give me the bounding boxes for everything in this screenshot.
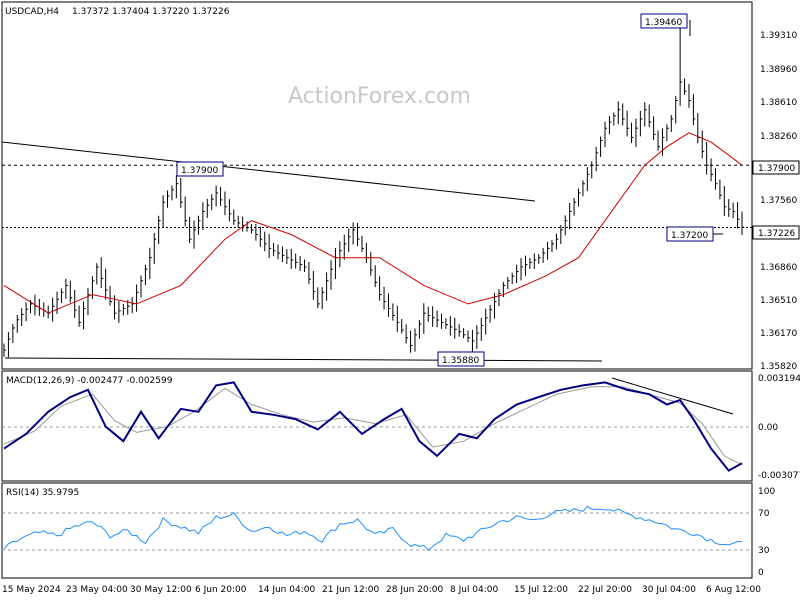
rsi-line xyxy=(3,505,743,551)
price-tick: 1.36860 xyxy=(760,263,797,273)
resist-label-box xyxy=(176,161,224,177)
time-tick: 15 Jul 12:00 xyxy=(514,585,568,595)
rsi-tick: 100 xyxy=(758,487,775,497)
price-tick: 1.38260 xyxy=(760,132,797,142)
current-price-box xyxy=(752,225,800,240)
recent-low-label: 1.37200 xyxy=(671,231,708,241)
price-tick: 1.38610 xyxy=(760,98,797,108)
price-tick: 1.36510 xyxy=(760,296,797,306)
trendlines xyxy=(1,20,752,362)
rsi-tick: 0 xyxy=(758,568,764,578)
macd-line xyxy=(3,381,743,472)
annotations: 1.39460 1.37900 1.37200 1.35880 xyxy=(176,13,714,367)
low-label: 1.35880 xyxy=(442,356,479,366)
price-panel-frame xyxy=(1,1,753,370)
rsi-tick: 30 xyxy=(758,546,770,556)
macd-tick: 0.00 xyxy=(758,423,778,433)
high-label: 1.39460 xyxy=(645,18,682,28)
chart-header-symbol: USDCAD,H4 xyxy=(5,7,59,17)
price-tick: 1.36170 xyxy=(760,329,797,339)
time-tick: 22 Jul 20:00 xyxy=(578,585,632,595)
time-tick: 8 Jul 04:00 xyxy=(450,585,499,595)
chart-header-ohlc: 1.37372 1.37404 1.37220 1.37226 xyxy=(72,7,230,17)
rsi-label: RSI(14) 35.9795 xyxy=(6,488,79,498)
level-label-box xyxy=(752,160,800,175)
macd-label: MACD(12,26,9) -0.002477 -0.002599 xyxy=(6,376,173,386)
rsi-panel-frame xyxy=(1,482,753,579)
macd-trendline xyxy=(611,377,734,415)
price-tick: 1.37560 xyxy=(760,196,797,206)
time-tick: 30 Jul 04:00 xyxy=(642,585,696,595)
price-tick: 1.39310 xyxy=(760,31,797,41)
time-tick: 30 May 12:00 xyxy=(130,585,192,595)
rsi-tick: 70 xyxy=(758,509,770,519)
time-tick: 21 Jun 12:00 xyxy=(322,585,379,595)
time-tick: 14 Jun 04:00 xyxy=(258,585,315,595)
current-price-label: 1.37226 xyxy=(758,229,795,239)
resist-label: 1.37900 xyxy=(181,166,218,176)
macd-tick: 0.003194 xyxy=(758,374,800,384)
macd-panel-frame xyxy=(1,370,753,482)
time-tick: 23 May 04:00 xyxy=(66,585,128,595)
price-tick: 1.38960 xyxy=(760,65,797,75)
price-tick: 1.35820 xyxy=(760,362,797,372)
high-label-box xyxy=(640,13,688,29)
macd-tick: -0.003077 xyxy=(758,471,800,481)
watermark: ActionForex.com xyxy=(288,84,471,109)
time-axis: 15 May 2024 23 May 04:00 30 May 12:00 6 … xyxy=(2,585,761,595)
time-tick: 6 Aug 12:00 xyxy=(706,585,761,595)
moving-average-line xyxy=(3,132,743,314)
recent-low-label-box xyxy=(666,226,714,242)
level-label: 1.37900 xyxy=(758,164,795,174)
descending-trendline xyxy=(1,141,536,202)
support-trendline xyxy=(4,357,603,362)
time-tick: 28 Jun 20:00 xyxy=(386,585,443,595)
time-tick: 15 May 2024 xyxy=(2,585,61,595)
low-label-box xyxy=(437,351,485,367)
time-tick: 6 Jun 20:00 xyxy=(195,585,247,595)
price-axis: 1.39310 1.38960 1.38610 1.38260 1.37560 … xyxy=(752,31,800,372)
price-series xyxy=(3,20,744,358)
